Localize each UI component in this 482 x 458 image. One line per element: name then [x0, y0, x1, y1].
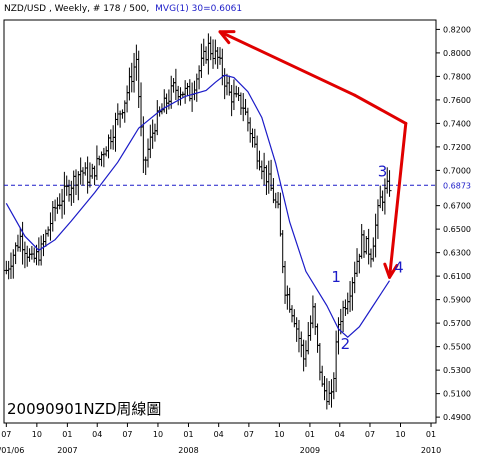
x-tick-label: 07 [365, 430, 375, 439]
y-tick-label: 0.5500 [443, 343, 471, 352]
wave-label-4: 4 [394, 259, 404, 277]
y-tick-label: 0.7200 [443, 143, 471, 152]
wave-labels: 1 2 3 4 [331, 162, 403, 353]
x-tick-label: 07 [244, 430, 254, 439]
y-tick-label: 0.6300 [443, 249, 471, 258]
moving-average [5, 74, 391, 339]
x-tick-label: 01 [62, 430, 72, 439]
year-label: 2010 [421, 446, 441, 455]
y-tick-label: 0.4900 [443, 413, 471, 422]
wave-label-3: 3 [378, 162, 388, 180]
y-tick-label: 0.7000 [443, 166, 471, 175]
x-tick-label: 04 [92, 430, 102, 439]
x-tick-label: 07 [122, 430, 132, 439]
y-tick-label: 0.6500 [443, 225, 471, 234]
year-label: 07/01/06 [0, 446, 24, 455]
y-tick-label: 0.5900 [443, 296, 471, 305]
x-tick-label: 01 [183, 430, 193, 439]
arrow-head [218, 30, 236, 45]
y-tick-label: 0.5300 [443, 366, 471, 375]
year-label: 2009 [300, 446, 320, 455]
arrow-shaft [218, 30, 357, 97]
watermark-title: 20090901NZD周線圖 [7, 400, 161, 418]
x-tick-label: 07 [1, 430, 11, 439]
y-tick-label: 0.8000 [443, 49, 471, 58]
wave-label-2: 2 [341, 335, 351, 353]
y-tick-label: 0.6100 [443, 272, 471, 281]
year-label: 2007 [57, 446, 77, 455]
arrow-shaft [388, 121, 408, 279]
wave-label-1: 1 [331, 268, 341, 286]
annotation-arrows [218, 30, 408, 279]
y-tick-label: 0.7800 [443, 72, 471, 81]
arrow-head [383, 262, 399, 279]
header-instrument: NZD/USD , Weekly, # 178 / 500, [4, 4, 149, 14]
last-price-tag: 0.6873 [443, 181, 471, 190]
plot-frame [3, 19, 437, 424]
x-tick-label: 10 [274, 430, 284, 439]
x-tick-label: 04 [214, 430, 224, 439]
header-indicator: MVG(1) 30=0.6061 [155, 4, 242, 14]
y-tick-label: 0.5700 [443, 319, 471, 328]
last-price-tag-bg [439, 179, 479, 192]
y-tick-label: 0.7600 [443, 96, 471, 105]
x-tick-label: 01 [426, 430, 436, 439]
moving-average-line [5, 74, 391, 339]
x-tick-label: 10 [153, 430, 163, 439]
y-tick-label: 0.5100 [443, 390, 471, 399]
year-label: 2008 [178, 446, 198, 455]
x-tick-label: 04 [335, 430, 345, 439]
y-tick-label: 0.6700 [443, 202, 471, 211]
axes: 0.8200 0.8000 0.7800 0.7600 0.7400 0.7200 0.70… [0, 19, 479, 455]
x-tick-label: 01 [305, 430, 315, 439]
chart-header: NZD/USD , Weekly, # 178 / 500, MVG(1) 30… [4, 4, 242, 14]
y-tick-label: 0.8200 [443, 25, 471, 34]
y-tick-label: 0.7400 [443, 119, 471, 128]
x-tick-label: 10 [32, 430, 42, 439]
arrow-shaft [353, 93, 408, 125]
x-tick-label: 10 [395, 430, 405, 439]
